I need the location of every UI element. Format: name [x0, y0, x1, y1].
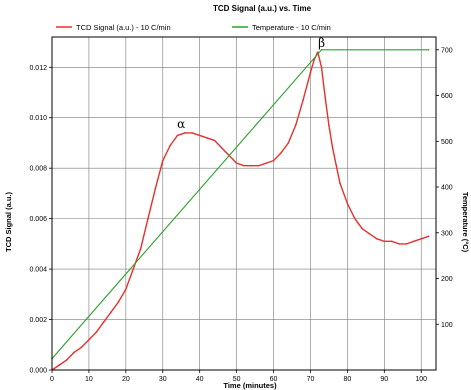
tcd-signal-point: [324, 96, 327, 99]
tcd-signal-point: [110, 311, 112, 313]
y2-tick-label: 500: [441, 139, 453, 146]
tcd-signal-point: [320, 66, 323, 69]
x-tick-label: 30: [159, 376, 167, 383]
tcd-signal-point: [328, 124, 330, 127]
x-tick-label: 90: [380, 376, 388, 383]
tcd-signal-point: [198, 134, 201, 137]
x-tick-label: 100: [415, 376, 427, 383]
legend-label-tcd: TCD Signal (a.u.) - 10 C/min: [76, 23, 171, 32]
tcd-signal-point: [280, 152, 282, 154]
tcd-signal-point: [176, 134, 179, 137]
tcd-signal-point: [132, 268, 135, 270]
tcd-signal-point: [257, 164, 260, 167]
tcd-signal-point: [398, 243, 400, 245]
tcd-signal-point: [294, 124, 297, 127]
y-axis-label: TCD Signal (a.u.): [4, 191, 13, 252]
tcd-signal-point: [169, 144, 171, 147]
temperature-point: [427, 49, 430, 51]
tcd-signal-point: [376, 238, 378, 240]
y-tick-label: 0.010: [29, 115, 47, 122]
tcd-signal-point: [346, 202, 349, 205]
x-tick-label: 0: [50, 376, 54, 383]
tcd-signal-point: [117, 301, 120, 303]
tcd-signal-point: [420, 238, 423, 240]
y2-axis-ticks: 100 200 300 400 500 600 700: [436, 47, 453, 329]
tcd-signal-point: [413, 240, 415, 243]
y2-tick-label: 600: [441, 93, 453, 100]
tcd-signal-point: [331, 147, 334, 149]
tcd-signal-point: [335, 164, 338, 167]
tcd-signal-point: [102, 321, 105, 323]
legend-label-temperature: Temperature - 10 C/min: [252, 23, 331, 32]
tcd-signal-line: [51, 51, 429, 371]
annotation-label: α: [177, 117, 185, 131]
x-tick-label: 70: [307, 376, 315, 383]
y-tick-label: 0.012: [29, 65, 47, 72]
tcd-signal-point: [383, 240, 386, 243]
x-tick-label: 60: [270, 376, 278, 383]
tcd-signal-point: [405, 243, 408, 245]
x-tick-label: 20: [122, 376, 130, 383]
tcd-signal-point: [272, 159, 275, 162]
tcd-signal-point: [339, 182, 341, 185]
annotation-label: β: [318, 36, 325, 50]
tcd-signal-point: [317, 51, 319, 53]
temperature-line: [51, 49, 429, 359]
series-layer: [51, 49, 430, 371]
tcd-signal-point: [73, 351, 75, 354]
temperature-point: [320, 49, 323, 51]
tcd-signal-point: [250, 164, 253, 167]
tcd-signal-point: [147, 217, 149, 220]
tcd-signal-point: [206, 137, 208, 139]
plot-frame: [51, 36, 437, 371]
y2-tick-label: 200: [441, 276, 453, 283]
y2-axis-label: Temperature (°C): [461, 192, 470, 253]
tcd-signal-point: [368, 232, 371, 235]
tcd-signal-point: [309, 71, 312, 74]
tcd-signal-point: [302, 99, 304, 101]
x-tick-label: 40: [196, 376, 204, 383]
tcd-signal-point: [213, 139, 216, 142]
tcd-signal-point: [88, 338, 90, 341]
tcd-signal-point: [125, 288, 127, 291]
tcd-signal-point: [154, 187, 157, 190]
tcd-signal-point: [287, 142, 290, 144]
y-tick-label: 0.000: [29, 368, 47, 375]
tcd-signal-point: [191, 132, 194, 134]
grid: [51, 37, 436, 371]
y-tick-label: 0.006: [29, 216, 47, 223]
x-tick-label: 50: [233, 376, 241, 383]
x-axis-label: Time (minutes): [223, 381, 277, 390]
tcd-signal-point: [243, 164, 245, 167]
y2-tick-label: 300: [441, 230, 453, 237]
chart-title: TCD Signal (a.u.) vs. Time: [213, 4, 312, 13]
y-tick-label: 0.002: [29, 317, 47, 324]
tcd-signal-point: [95, 331, 98, 333]
tcd-signal-point: [80, 346, 83, 349]
tcd-signal-point: [139, 248, 142, 250]
y2-tick-label: 100: [441, 322, 453, 329]
x-tick-label: 10: [85, 376, 93, 383]
tcd-signal-point: [58, 364, 61, 366]
tcd-signal-point: [221, 147, 223, 149]
tcd-signal-point: [235, 162, 238, 164]
x-tick-label: 80: [343, 376, 351, 383]
y-axis-ticks: 0.000 0.002 0.004 0.006 0.008 0.010 0.012: [29, 65, 52, 375]
y-tick-label: 0.008: [29, 166, 47, 173]
tcd-signal-point: [265, 162, 267, 164]
y2-tick-label: 400: [441, 185, 453, 192]
tcd-signal-point: [161, 159, 164, 162]
tcd-signal-point: [390, 240, 393, 243]
tcd-signal-point: [353, 217, 356, 220]
tcd-signal-point: [65, 359, 68, 361]
tcd-signal-point: [184, 132, 186, 134]
legend: TCD Signal (a.u.) - 10 C/min Temperature…: [56, 23, 331, 32]
y-tick-label: 0.004: [29, 267, 47, 274]
y2-tick-label: 700: [441, 47, 453, 54]
annotations: αβ: [177, 36, 325, 131]
tcd-signal-point: [361, 227, 363, 230]
tcd-signal-point: [427, 235, 430, 238]
